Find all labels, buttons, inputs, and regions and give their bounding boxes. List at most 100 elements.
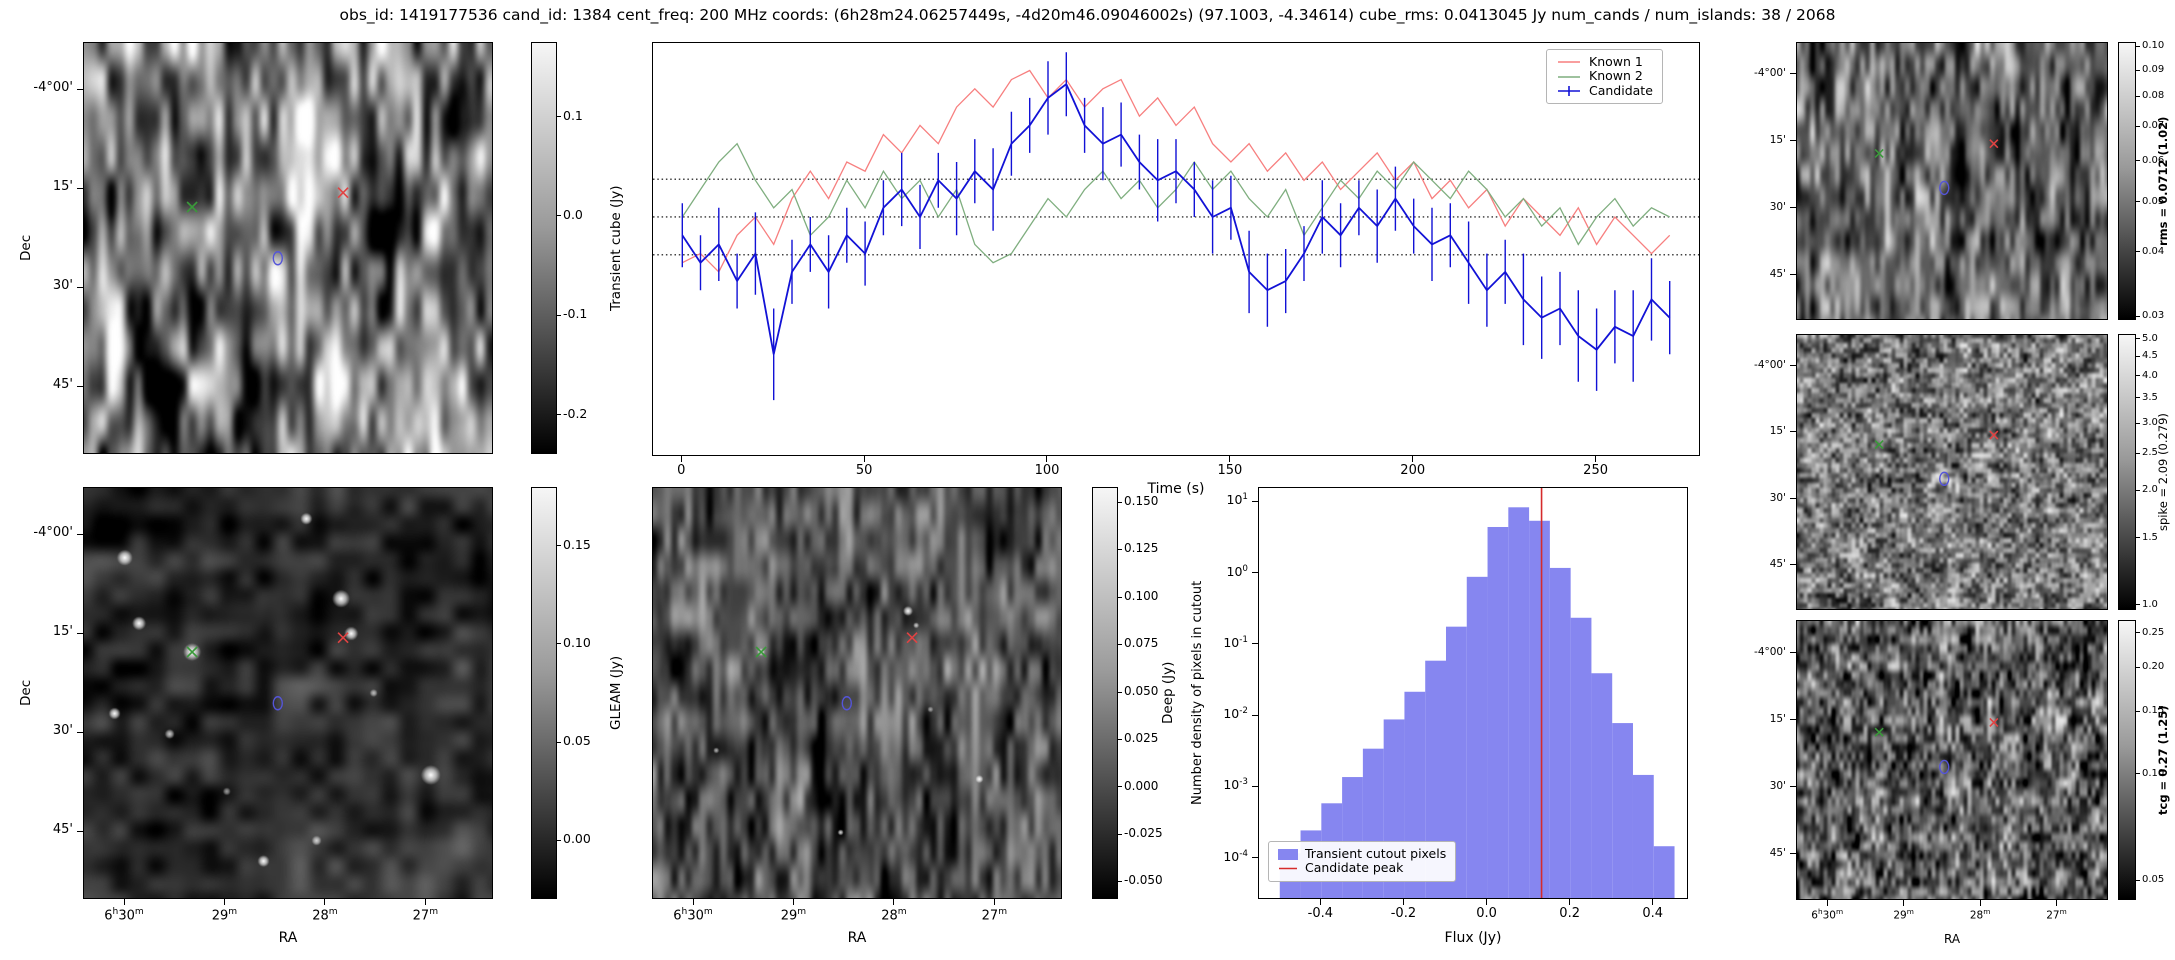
colorbar-tick-mark bbox=[1118, 881, 1122, 883]
dec-tick-label: 30' bbox=[52, 278, 73, 294]
histogram-bar bbox=[1653, 846, 1675, 898]
legend-label: Known 2 bbox=[1589, 68, 1643, 84]
colorbar-tick-label: 0.10 bbox=[2142, 767, 2165, 779]
deep-image bbox=[653, 488, 1061, 898]
spike-colorbar bbox=[2118, 334, 2136, 610]
colorbar-tick-label: -0.2 bbox=[563, 405, 588, 421]
colorbar-tick-label: 2.5 bbox=[2142, 447, 2158, 459]
legend-sample-line bbox=[1558, 75, 1580, 78]
time-tick-mark bbox=[863, 456, 865, 462]
colorbar-tick-label: 5.0 bbox=[2142, 332, 2158, 344]
colorbar-tick-label: -0.025 bbox=[1124, 826, 1163, 840]
colorbar-tick-label: 0.06 bbox=[2142, 154, 2165, 166]
histogram-bar bbox=[1632, 774, 1654, 898]
ra-tick-mark bbox=[1979, 900, 1981, 906]
colorbar-tick-mark bbox=[2136, 125, 2140, 127]
dec-tick-mark bbox=[77, 632, 83, 634]
colorbar-tick-mark bbox=[2136, 95, 2140, 97]
time-tick-mark bbox=[1412, 456, 1414, 462]
colorbar-tick-mark bbox=[2136, 397, 2140, 399]
tcg-colorbar bbox=[2118, 620, 2136, 900]
legend-label: Transient cutout pixels bbox=[1305, 846, 1447, 861]
density-tick-mark bbox=[1252, 714, 1258, 716]
colorbar-tick-mark bbox=[2136, 315, 2140, 317]
histogram-bar bbox=[1570, 617, 1592, 898]
gleam-image-panel bbox=[83, 487, 493, 899]
rms-image-panel bbox=[1796, 42, 2108, 320]
flux-tick-label: -0.4 bbox=[1307, 906, 1334, 921]
ra-tick-mark bbox=[424, 899, 426, 905]
lightcurve-legend: Known 1 Known 2 Candidate bbox=[1546, 49, 1663, 105]
transient-cube-image-panel bbox=[83, 42, 493, 454]
colorbar-tick-label: 3.0 bbox=[2142, 417, 2158, 429]
density-tick-label: 101 bbox=[1226, 492, 1248, 508]
gleam-colorbar-label: GLEAM (Jy) bbox=[608, 655, 624, 731]
histogram-bar bbox=[1549, 567, 1571, 898]
gleam-colorbar bbox=[531, 487, 557, 899]
legend-entry: Known 1 bbox=[1556, 54, 1653, 69]
density-tick-mark bbox=[1252, 857, 1258, 859]
ra-axis-label-right: RA bbox=[1943, 932, 1961, 946]
time-tick-mark bbox=[1595, 456, 1597, 462]
colorbar-tick-label: 0.08 bbox=[2142, 90, 2165, 102]
legend-sample-line bbox=[1279, 867, 1297, 870]
series-candidate bbox=[681, 82, 1671, 355]
colorbar-tick-label: 0.05 bbox=[2142, 874, 2165, 886]
flux-tick-mark bbox=[1319, 899, 1321, 905]
colorbar-tick-label: 0.04 bbox=[2142, 245, 2165, 257]
dec-tick-label: -4°00' bbox=[33, 525, 73, 541]
colorbar-tick-mark bbox=[2136, 251, 2140, 253]
dec-tick-mark bbox=[1790, 73, 1796, 75]
dec-tick-label: -4°00' bbox=[1754, 359, 1786, 372]
colorbar-tick-mark bbox=[1118, 833, 1122, 835]
ra-axis-label-deep: RA bbox=[847, 930, 867, 946]
colorbar-tick-mark bbox=[557, 413, 561, 415]
flux-tick-label: 0.0 bbox=[1476, 906, 1497, 921]
figure-title: obs_id: 1419177536 cand_id: 1384 cent_fr… bbox=[339, 6, 1836, 24]
dec-tick-label: -4°00' bbox=[33, 80, 73, 96]
histogram-bar bbox=[1487, 526, 1509, 898]
ra-tick-mark bbox=[1903, 900, 1905, 906]
colorbar-tick-label: 2.0 bbox=[2142, 484, 2158, 496]
colorbar-tick-mark bbox=[557, 741, 561, 743]
colorbar-tick-label: 0.25 bbox=[2142, 626, 2165, 638]
histogram-bar bbox=[1508, 507, 1530, 898]
time-tick-label: 0 bbox=[677, 463, 686, 478]
time-tick-label: 150 bbox=[1217, 463, 1243, 478]
legend-label: Candidate peak bbox=[1305, 860, 1404, 876]
histogram-bar bbox=[1612, 723, 1633, 898]
dec-tick-mark bbox=[1790, 273, 1796, 275]
colorbar-tick-mark bbox=[1118, 691, 1122, 693]
dec-tick-label: 45' bbox=[1769, 557, 1786, 570]
density-tick-mark bbox=[1252, 572, 1258, 574]
histogram-bar bbox=[1425, 660, 1446, 898]
legend-sample-errorbar bbox=[1558, 85, 1580, 96]
colorbar-tick-label: 0.075 bbox=[1124, 636, 1159, 651]
ra-tick-label: 29m bbox=[780, 907, 807, 924]
time-tick-label: 250 bbox=[1583, 463, 1608, 478]
legend-sample-line bbox=[1558, 61, 1580, 63]
colorbar-tick-mark bbox=[2136, 355, 2140, 357]
ra-tick-label: 27m bbox=[981, 907, 1008, 924]
dec-tick-label: 30' bbox=[52, 723, 73, 739]
colorbar-tick-mark bbox=[2136, 773, 2140, 775]
colorbar-tick-mark bbox=[2136, 710, 2140, 712]
colorbar-tick-label: 3.5 bbox=[2142, 391, 2158, 403]
ra-tick-label: 28m bbox=[312, 907, 338, 924]
legend-entry: Candidate bbox=[1556, 83, 1653, 98]
dec-tick-mark bbox=[77, 385, 83, 387]
dec-tick-mark bbox=[1790, 563, 1796, 565]
legend-entry: Known 2 bbox=[1556, 68, 1653, 84]
colorbar-tick-label: 0.05 bbox=[563, 733, 591, 749]
dec-tick-label: 15' bbox=[1769, 712, 1786, 725]
legend-entry: Candidate peak bbox=[1278, 860, 1446, 876]
flux-axis-label: Flux (Jy) bbox=[1444, 930, 1502, 946]
colorbar-tick-label: 0.025 bbox=[1124, 731, 1159, 746]
dec-tick-label: 15' bbox=[1769, 425, 1786, 438]
time-axis-label: Time (s) bbox=[1147, 481, 1205, 497]
dec-tick-label: 30' bbox=[1769, 200, 1786, 213]
colorbar-tick-mark bbox=[2136, 452, 2140, 454]
dec-tick-label: 15' bbox=[52, 179, 73, 195]
colorbar-tick-label: 0.050 bbox=[1124, 683, 1159, 698]
